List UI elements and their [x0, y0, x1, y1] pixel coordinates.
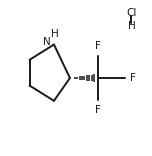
Text: F: F	[95, 105, 101, 115]
Text: F: F	[130, 73, 136, 83]
Text: H: H	[128, 21, 135, 31]
Text: H: H	[51, 29, 58, 39]
Text: Cl: Cl	[126, 8, 137, 18]
Text: F: F	[95, 41, 101, 51]
Text: N: N	[43, 37, 51, 47]
